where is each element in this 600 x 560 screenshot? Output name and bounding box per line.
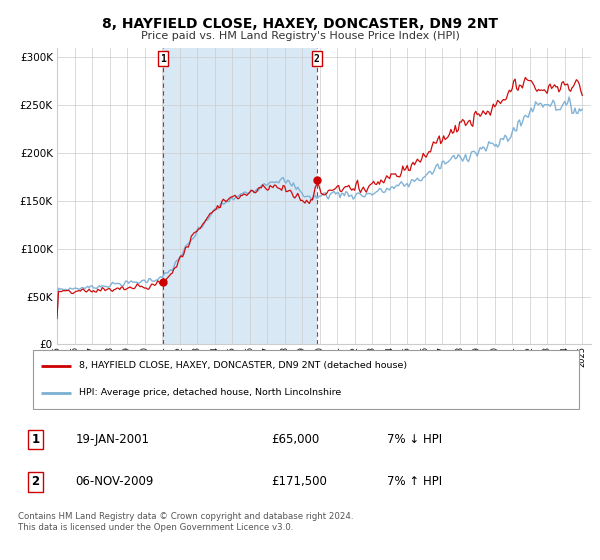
Text: 2: 2	[314, 54, 320, 63]
Text: 19-JAN-2001: 19-JAN-2001	[76, 433, 149, 446]
Text: Contains HM Land Registry data © Crown copyright and database right 2024.
This d: Contains HM Land Registry data © Crown c…	[18, 512, 353, 531]
Text: 1: 1	[160, 54, 166, 63]
Text: 8, HAYFIELD CLOSE, HAXEY, DONCASTER, DN9 2NT (detached house): 8, HAYFIELD CLOSE, HAXEY, DONCASTER, DN9…	[79, 361, 407, 370]
Text: 7% ↓ HPI: 7% ↓ HPI	[386, 433, 442, 446]
Text: 7% ↑ HPI: 7% ↑ HPI	[386, 475, 442, 488]
Text: HPI: Average price, detached house, North Lincolnshire: HPI: Average price, detached house, Nort…	[79, 388, 341, 397]
Text: Price paid vs. HM Land Registry's House Price Index (HPI): Price paid vs. HM Land Registry's House …	[140, 31, 460, 41]
Text: 1: 1	[31, 433, 40, 446]
Bar	[163, 48, 317, 344]
Text: £65,000: £65,000	[271, 433, 320, 446]
FancyBboxPatch shape	[33, 349, 579, 409]
Text: £171,500: £171,500	[271, 475, 328, 488]
Text: 06-NOV-2009: 06-NOV-2009	[76, 475, 154, 488]
Text: 8, HAYFIELD CLOSE, HAXEY, DONCASTER, DN9 2NT: 8, HAYFIELD CLOSE, HAXEY, DONCASTER, DN9…	[102, 17, 498, 31]
Text: 2: 2	[31, 475, 40, 488]
